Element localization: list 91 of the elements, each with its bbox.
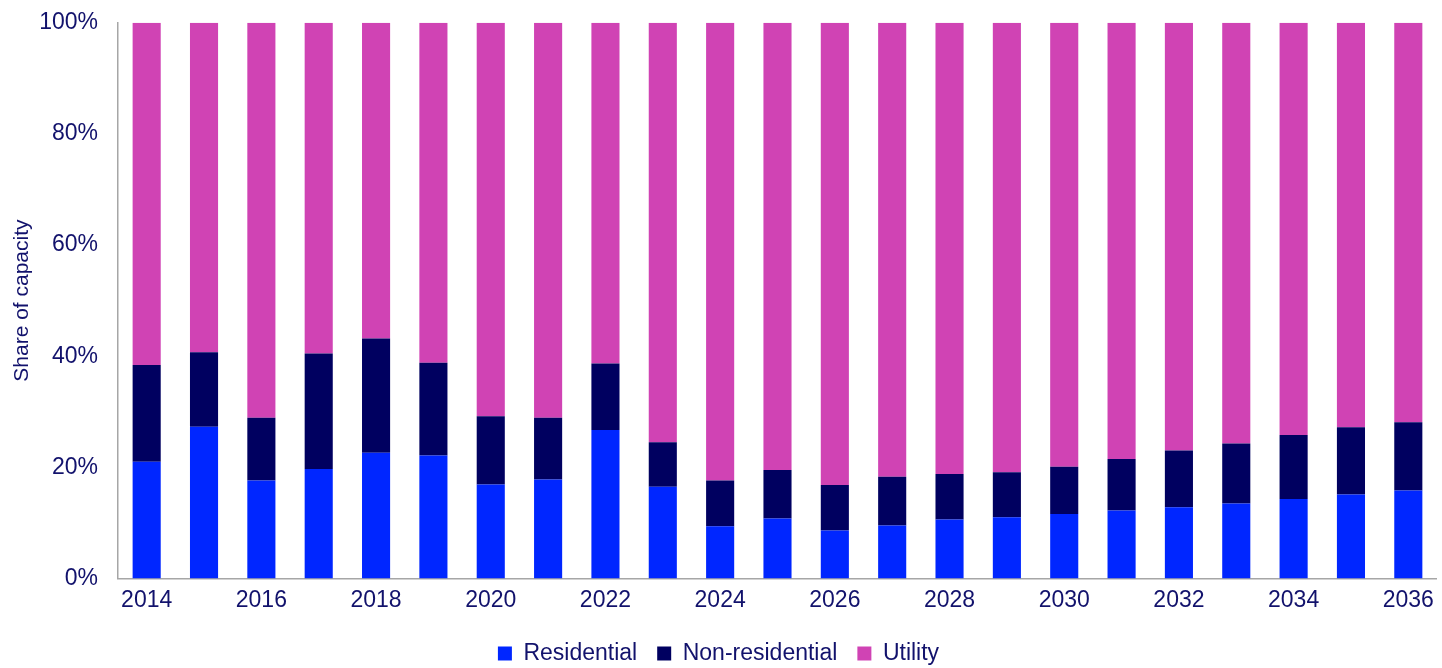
bar [304, 468, 333, 579]
bar [1050, 513, 1079, 579]
bar [820, 485, 849, 531]
bar [648, 442, 677, 487]
bar [1394, 22, 1423, 423]
x-tick-label: 2028 [923, 585, 976, 612]
bar [247, 480, 276, 579]
bar [1394, 490, 1423, 579]
bar [1107, 22, 1136, 459]
bar [132, 461, 161, 579]
bar [362, 22, 391, 339]
bar [1222, 443, 1251, 504]
y-tick-label: 0% [64, 563, 98, 590]
legend-label: Residential [523, 638, 638, 665]
bar [935, 473, 964, 520]
bar [476, 484, 505, 579]
y-tick-label: 100% [39, 8, 98, 35]
bar [534, 22, 563, 418]
bar [820, 530, 849, 579]
bar [304, 353, 333, 469]
bar [362, 338, 391, 453]
x-tick-label: 2016 [235, 585, 287, 612]
bar [1107, 458, 1136, 511]
bar [1164, 450, 1193, 508]
y-tick-label: 20% [51, 452, 98, 479]
bar [763, 470, 792, 519]
bar [1222, 503, 1251, 579]
x-tick-label: 2034 [1268, 585, 1320, 612]
bar [1279, 498, 1308, 579]
x-tick-label: 2018 [350, 585, 402, 612]
bar [1336, 22, 1366, 428]
bar [1394, 422, 1423, 491]
x-tick-label: 2032 [1153, 585, 1205, 612]
bar [534, 417, 563, 480]
bar [648, 22, 677, 443]
bar [763, 518, 792, 579]
bar [820, 22, 849, 486]
bar [132, 22, 161, 366]
bar [476, 22, 505, 417]
bar [706, 22, 735, 481]
bar [1107, 510, 1136, 579]
bar [1336, 494, 1366, 579]
bar [189, 22, 219, 353]
bar [419, 455, 448, 579]
x-tick-label: 2020 [465, 585, 517, 612]
y-axis-title: Share of capacity [9, 218, 33, 382]
bar [189, 352, 219, 427]
bar [1279, 435, 1308, 499]
bar [992, 472, 1021, 518]
bar [1164, 507, 1193, 579]
y-tick-label: 80% [51, 119, 98, 146]
bar [247, 22, 276, 418]
bar [935, 519, 964, 579]
bar [878, 525, 907, 579]
bar [476, 416, 505, 485]
bar [878, 476, 907, 526]
bar [304, 22, 333, 354]
bar [878, 22, 907, 477]
bar [419, 22, 448, 363]
x-tick-label: 2026 [809, 585, 861, 612]
y-tick-label: 60% [51, 230, 98, 257]
bar [591, 22, 620, 364]
bar [591, 430, 620, 579]
y-tick-label: 40% [51, 341, 98, 368]
bar [1336, 427, 1366, 495]
legend-label: Non-residential [682, 638, 838, 665]
bar [419, 362, 448, 456]
bar [1050, 22, 1079, 467]
bar [706, 480, 735, 527]
legend-label: Utility [882, 638, 940, 665]
bar [1279, 22, 1308, 436]
bar [247, 417, 276, 481]
x-tick-label: 2036 [1382, 585, 1434, 612]
bar [763, 22, 792, 471]
bar [648, 486, 677, 579]
bar [1050, 466, 1079, 514]
x-tick-label: 2030 [1038, 585, 1090, 612]
bar [992, 517, 1021, 579]
bar [132, 365, 161, 462]
x-tick-label: 2022 [579, 585, 632, 612]
bar [362, 452, 391, 579]
bar [534, 479, 563, 579]
bar [935, 22, 964, 474]
bar [189, 426, 219, 579]
bar [1222, 22, 1251, 444]
bar [591, 363, 620, 431]
x-tick-label: 2014 [121, 585, 173, 612]
bar [992, 22, 1021, 473]
bar [1164, 22, 1193, 451]
x-tick-label: 2024 [694, 585, 746, 612]
bar [706, 526, 735, 579]
